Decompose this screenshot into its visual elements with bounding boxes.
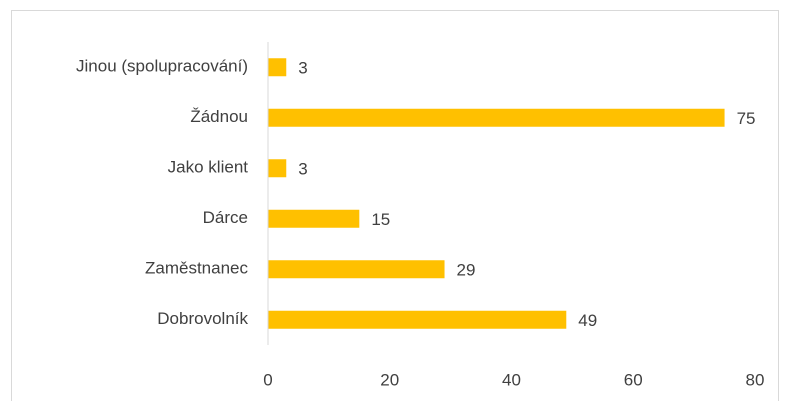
bar xyxy=(268,260,445,279)
bar xyxy=(268,159,287,178)
data-label: 49 xyxy=(578,311,597,330)
data-label: 75 xyxy=(737,109,756,128)
y-tick-label: Dárce xyxy=(203,208,248,227)
x-tick-label: 60 xyxy=(624,370,643,389)
y-tick-label: Zaměstnanec xyxy=(145,259,248,278)
y-tick-label: Jako klient xyxy=(168,158,249,177)
bar xyxy=(268,209,360,228)
x-tick-label: 80 xyxy=(746,370,765,389)
y-tick-label: Dobrovolník xyxy=(157,309,248,328)
bar xyxy=(268,58,287,77)
bar xyxy=(268,310,567,329)
chart-frame xyxy=(11,10,779,401)
y-tick-label: Žádnou xyxy=(190,107,248,126)
y-tick-label: Jinou (spolupracování) xyxy=(76,57,248,76)
bar xyxy=(268,108,725,127)
data-label: 3 xyxy=(298,59,307,78)
data-label: 15 xyxy=(371,210,390,229)
x-tick-label: 20 xyxy=(380,370,399,389)
data-label: 29 xyxy=(457,261,476,280)
x-tick-label: 0 xyxy=(263,370,272,389)
data-label: 3 xyxy=(298,160,307,179)
x-tick-label: 40 xyxy=(502,370,521,389)
